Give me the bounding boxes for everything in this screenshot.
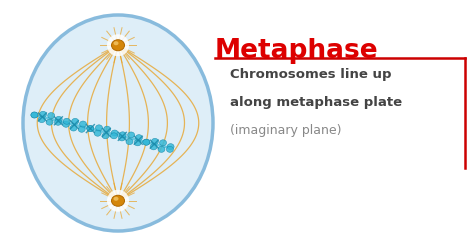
Ellipse shape [72, 118, 79, 124]
Text: (imaginary plane): (imaginary plane) [230, 124, 341, 137]
Ellipse shape [80, 121, 86, 127]
Ellipse shape [55, 119, 62, 125]
Ellipse shape [31, 112, 38, 118]
Ellipse shape [104, 126, 110, 132]
Ellipse shape [31, 112, 38, 118]
Text: Chromosomes line up: Chromosomes line up [230, 68, 392, 81]
Ellipse shape [94, 130, 101, 136]
Ellipse shape [78, 126, 85, 132]
Ellipse shape [136, 135, 142, 141]
Ellipse shape [119, 132, 126, 138]
Ellipse shape [151, 138, 158, 144]
Ellipse shape [143, 139, 150, 145]
Ellipse shape [118, 135, 126, 141]
Ellipse shape [167, 144, 174, 150]
Text: Metaphase: Metaphase [215, 38, 379, 64]
Ellipse shape [107, 34, 129, 56]
Ellipse shape [70, 125, 77, 131]
Text: along metaphase plate: along metaphase plate [230, 96, 402, 109]
Ellipse shape [38, 117, 45, 123]
Ellipse shape [113, 41, 118, 45]
Ellipse shape [46, 119, 53, 125]
Ellipse shape [111, 40, 125, 51]
Ellipse shape [39, 111, 46, 117]
Ellipse shape [102, 133, 109, 139]
Ellipse shape [111, 130, 118, 136]
Ellipse shape [113, 197, 118, 201]
Ellipse shape [48, 113, 55, 119]
Ellipse shape [150, 144, 157, 150]
Ellipse shape [111, 195, 125, 206]
Ellipse shape [158, 146, 165, 152]
Ellipse shape [107, 190, 129, 212]
Ellipse shape [63, 118, 70, 124]
Ellipse shape [87, 125, 94, 132]
Ellipse shape [128, 132, 135, 138]
Ellipse shape [63, 121, 70, 127]
Ellipse shape [134, 140, 141, 146]
Ellipse shape [126, 139, 133, 145]
Ellipse shape [160, 140, 166, 146]
Ellipse shape [87, 126, 94, 132]
Ellipse shape [23, 15, 213, 231]
Ellipse shape [143, 139, 150, 145]
Ellipse shape [110, 133, 118, 139]
Ellipse shape [95, 125, 102, 131]
Ellipse shape [166, 146, 173, 152]
Ellipse shape [55, 116, 62, 122]
